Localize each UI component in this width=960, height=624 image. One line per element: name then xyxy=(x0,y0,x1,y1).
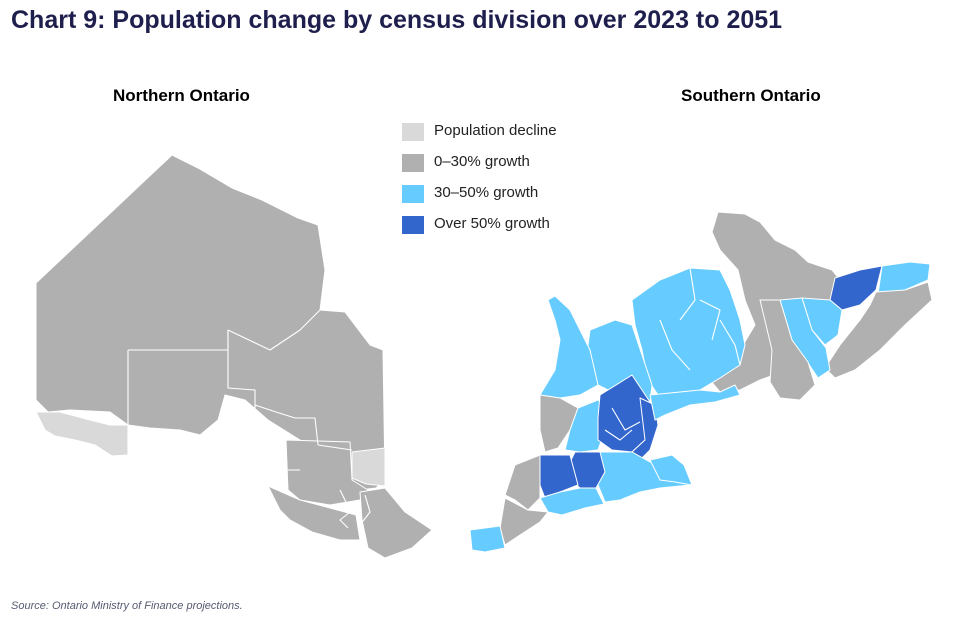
legend-label: 30–50% growth xyxy=(434,184,539,201)
division-elgin-norfolk xyxy=(539,487,605,516)
northern-ontario-map xyxy=(35,154,433,559)
legend-swatch-decline xyxy=(402,123,424,141)
division-toronto-shore xyxy=(649,384,741,421)
legend-label: Over 50% growth xyxy=(434,215,550,232)
division-nipissing-parry-sound xyxy=(359,487,433,559)
division-hastings-prince-edward xyxy=(759,299,816,401)
division-stormont-leeds xyxy=(824,281,933,379)
division-huron-perth xyxy=(539,394,579,453)
division-niagara-haldimand xyxy=(649,454,693,486)
northern-internal-boundaries xyxy=(127,309,371,529)
northern-ontario-title: Northern Ontario xyxy=(113,86,250,105)
southern-ontario-title: Southern Ontario xyxy=(681,86,821,105)
source-note: Source: Ontario Ministry of Finance proj… xyxy=(11,600,243,612)
division-timiskaming xyxy=(351,447,386,487)
legend-label: Population decline xyxy=(434,122,557,139)
southern-ontario-map xyxy=(469,211,933,553)
division-manitoulin-algoma-shore xyxy=(267,485,361,541)
legend-swatch-30-50 xyxy=(402,185,424,203)
division-essex xyxy=(469,525,506,553)
southern-internal-boundaries xyxy=(604,267,741,441)
division-bruce-grey xyxy=(539,295,599,399)
division-rainy-river-thunder-bay-south xyxy=(35,411,129,457)
division-lambton xyxy=(504,454,541,511)
legend-swatch-0-30 xyxy=(402,154,424,172)
division-waterloo-hamilton xyxy=(595,451,691,503)
division-sudbury-district xyxy=(285,439,369,506)
legend-label: 0–30% growth xyxy=(434,153,530,170)
legend-swatch-over-50 xyxy=(402,216,424,234)
chart-title: Chart 9: Population change by census div… xyxy=(11,6,783,34)
